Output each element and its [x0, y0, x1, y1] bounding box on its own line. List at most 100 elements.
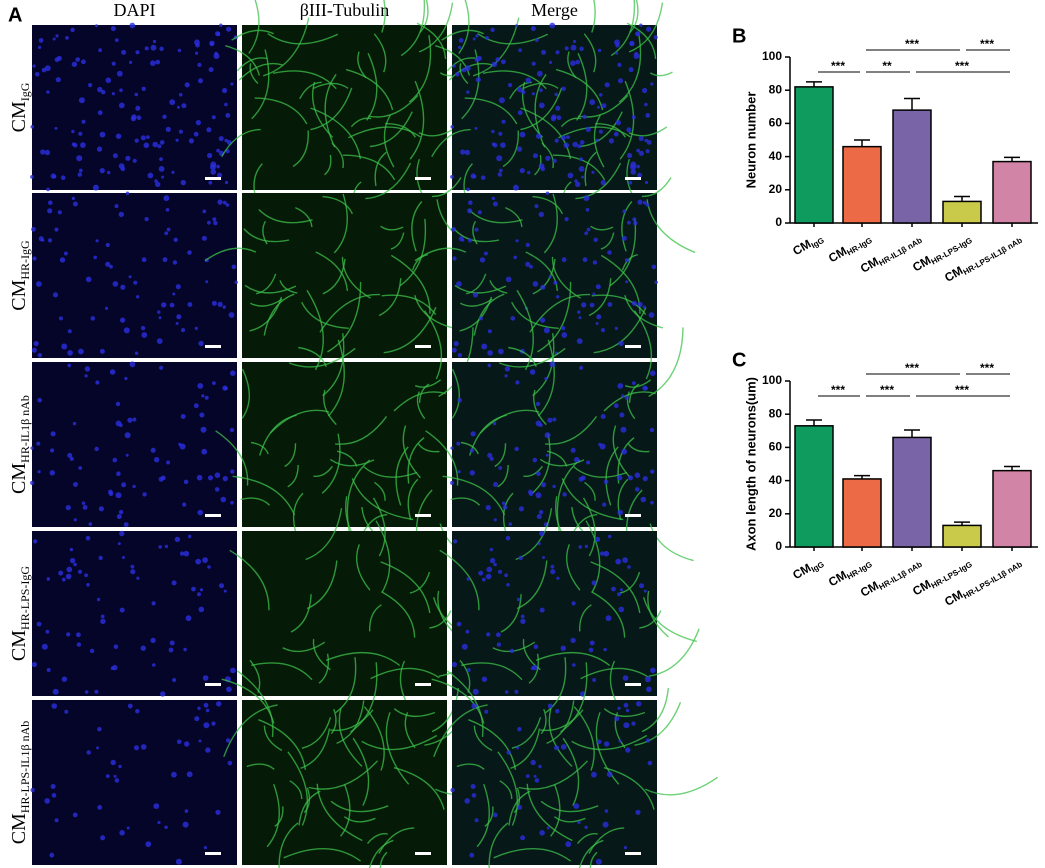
- nucleus: [552, 484, 556, 489]
- nucleus: [479, 257, 486, 263]
- nucleus: [204, 395, 209, 400]
- neurite: [367, 94, 419, 118]
- nucleus: [129, 361, 136, 368]
- neurite: [310, 87, 353, 131]
- nucleus: [570, 44, 577, 51]
- nucleus: [534, 204, 539, 209]
- neurite: [418, 2, 454, 53]
- neurite: [363, 466, 418, 478]
- neurite: [262, 220, 268, 245]
- nucleus: [577, 820, 581, 825]
- nucleus: [134, 92, 139, 97]
- neurite: [263, 725, 283, 752]
- nucleus: [464, 798, 470, 804]
- micrograph: [229, 497, 490, 714]
- nucleus: [59, 257, 66, 263]
- nucleus: [470, 784, 476, 789]
- neurite: [374, 481, 386, 501]
- neurite: [248, 0, 260, 54]
- neurite: [516, 289, 534, 371]
- nucleus: [208, 180, 213, 185]
- neurite: [288, 347, 356, 368]
- nucleus: [73, 562, 77, 567]
- nucleus: [88, 83, 93, 88]
- nucleus: [61, 577, 66, 582]
- neurite: [363, 706, 385, 771]
- nucleus: [572, 663, 576, 667]
- nucleus: [231, 264, 237, 270]
- nucleus: [501, 119, 506, 124]
- neurite: [497, 464, 509, 488]
- neurite: [589, 851, 598, 868]
- nucleus: [472, 37, 476, 41]
- nucleus: [208, 67, 214, 73]
- nucleus: [213, 220, 218, 226]
- nucleus: [540, 317, 546, 323]
- nucleus: [132, 484, 136, 489]
- scale-bar: [415, 514, 431, 517]
- nucleus: [536, 70, 543, 77]
- nucleus: [44, 798, 50, 804]
- neurite: [366, 53, 378, 121]
- neurite: [603, 767, 655, 810]
- nucleus: [540, 166, 546, 172]
- image-background: [32, 193, 237, 358]
- nucleus: [525, 774, 530, 778]
- neurite: [448, 62, 493, 81]
- nucleus: [177, 48, 182, 53]
- nucleus: [472, 292, 479, 298]
- nucleus: [504, 366, 511, 372]
- nucleus: [456, 441, 461, 446]
- row-label-sub: HR-IgG: [18, 240, 32, 280]
- nucleus: [178, 442, 182, 446]
- nucleus: [603, 647, 607, 652]
- nucleus: [516, 146, 523, 152]
- neurite: [579, 111, 623, 148]
- nucleus: [127, 703, 133, 709]
- nucleus: [67, 329, 72, 334]
- nucleus: [617, 383, 624, 389]
- neurite: [556, 459, 581, 532]
- nucleus: [225, 203, 230, 207]
- nucleus: [554, 745, 559, 751]
- nucleus: [185, 615, 192, 622]
- nucleus: [649, 427, 655, 433]
- neurite: [287, 464, 299, 488]
- neurite: [617, 478, 629, 521]
- nucleus: [570, 447, 576, 453]
- row-label: CMHR-IgG: [8, 240, 32, 311]
- nucleus: [207, 475, 214, 481]
- neurite: [472, 220, 478, 245]
- nucleus: [527, 170, 531, 175]
- neurite: [600, 254, 641, 314]
- nucleus: [506, 750, 511, 755]
- nucleus: [600, 328, 606, 333]
- scale-bar: [625, 683, 641, 686]
- neurite: [322, 195, 354, 215]
- nucleus: [450, 787, 455, 793]
- bar: [892, 436, 932, 548]
- nucleus: [205, 708, 210, 713]
- nucleus: [578, 166, 585, 172]
- nucleus: [112, 281, 119, 287]
- nucleus: [216, 701, 222, 707]
- nucleus: [31, 661, 37, 668]
- neurite: [240, 497, 271, 506]
- nucleus: [164, 231, 169, 236]
- nucleus: [32, 256, 37, 261]
- neurite: [591, 294, 647, 316]
- nucleus: [195, 120, 201, 126]
- nucleus: [490, 27, 495, 33]
- nucleus: [552, 417, 557, 422]
- nucleus: [95, 239, 99, 243]
- nucleus: [112, 153, 118, 159]
- nucleus: [226, 26, 232, 32]
- nucleus: [555, 709, 560, 714]
- nucleus: [203, 722, 210, 729]
- scale-bar: [415, 683, 431, 686]
- nucleus: [589, 640, 595, 646]
- nucleus: [578, 476, 584, 482]
- nucleus: [536, 471, 541, 476]
- nucleus: [470, 448, 475, 453]
- nucleus: [214, 51, 218, 56]
